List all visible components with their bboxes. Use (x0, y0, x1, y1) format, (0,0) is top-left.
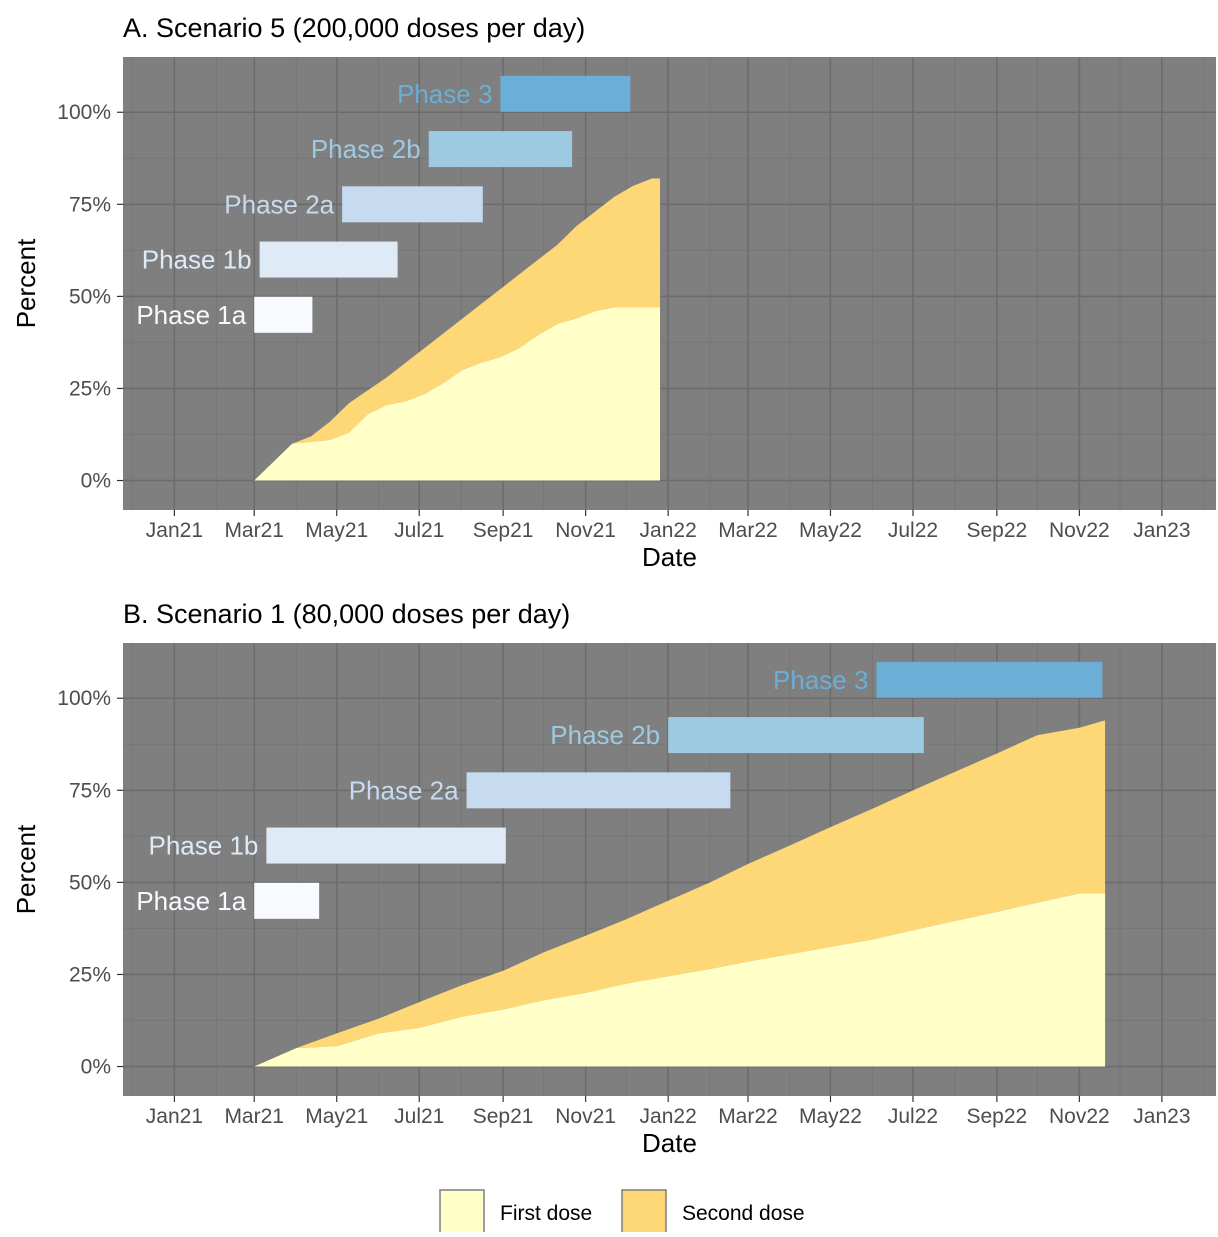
x-tick-label: Jan22 (640, 519, 697, 542)
phase-bar (254, 296, 313, 333)
x-tick-label: Nov21 (555, 1105, 616, 1128)
area-second-dose (254, 720, 1106, 1067)
panel-b: B. Scenario 1 (80,000 doses per day) Phas… (11, 599, 1216, 1158)
y-axis-ticks: 0% 25% 50% 75% 100% (57, 101, 123, 493)
x-tick-label: May22 (799, 1105, 862, 1128)
phase-bar (428, 131, 573, 168)
major-gridlines-y (123, 111, 1216, 482)
phase-bar (876, 661, 1103, 698)
x-tick-label: Mar21 (224, 1105, 284, 1128)
y-axis-title: Percent (11, 824, 41, 914)
x-tick-label: Nov21 (555, 519, 616, 542)
legend-label-first-dose: First dose (500, 1202, 592, 1225)
phase-label: Phase 1b (149, 831, 259, 861)
x-tick-label: May22 (799, 519, 862, 542)
x-tick-label: Sep21 (473, 1105, 534, 1128)
phase-label: Phase 2a (349, 775, 459, 805)
x-axis-ticks: Jan21 Mar21 May21 Jul21 Sep21 Nov21 Jan22 Mar22… (146, 1096, 1191, 1128)
phase-bar (668, 717, 924, 754)
phase-label: Phase 2a (224, 189, 334, 219)
area-first-dose (254, 893, 1106, 1067)
x-tick-label: Nov22 (1049, 1105, 1110, 1128)
phase-label: Phase 1a (136, 300, 246, 330)
phase-bar (259, 241, 398, 278)
panel-a: A. Scenario 5 (200,000 doses per day) Pha… (11, 13, 1216, 572)
minor-gridlines-y (123, 157, 1216, 435)
x-tick-label: Jul21 (394, 519, 444, 542)
x-tick-label: Jan21 (146, 1105, 203, 1128)
chart-title: B. Scenario 1 (80,000 doses per day) (123, 599, 570, 629)
x-tick-label: Mar22 (718, 1105, 778, 1128)
x-axis-title: Date (642, 1128, 697, 1158)
x-tick-label: May21 (305, 1105, 368, 1128)
phase-bar (466, 772, 731, 809)
plot-panel (123, 57, 1216, 510)
x-tick-label: Mar21 (224, 519, 284, 542)
x-tick-label: Jul21 (394, 1105, 444, 1128)
y-tick-label: 75% (69, 779, 111, 802)
y-tick-label: 75% (69, 193, 111, 216)
x-tick-label: Sep22 (966, 1105, 1027, 1128)
x-tick-label: May21 (305, 519, 368, 542)
x-axis-ticks: Jan21 Mar21 May21 Jul21 Sep21 Nov21 Jan22 Mar22… (146, 510, 1191, 542)
x-tick-label: Sep21 (473, 519, 534, 542)
y-tick-label: 50% (69, 871, 111, 894)
x-tick-label: Jul22 (888, 1105, 938, 1128)
phase-label: Phase 1b (142, 245, 252, 275)
x-tick-label: Mar22 (718, 519, 778, 542)
chart-title: A. Scenario 5 (200,000 doses per day) (123, 13, 585, 43)
phase-bars: Phase 1a Phase 1b Phase 2a Phase 2b Phase 3 (136, 661, 1103, 919)
x-tick-label: Jan23 (1133, 519, 1190, 542)
legend-label-second-dose: Second dose (682, 1202, 805, 1225)
area-first-dose (254, 307, 661, 481)
area-second-dose (254, 178, 661, 481)
phase-label: Phase 2b (311, 134, 421, 164)
legend-key-first-dose (439, 1189, 485, 1235)
x-axis-title: Date (642, 542, 697, 572)
phase-bar (266, 827, 506, 864)
y-tick-label: 25% (69, 377, 111, 400)
phase-bar (500, 75, 631, 112)
y-tick-label: 50% (69, 285, 111, 308)
y-tick-label: 0% (81, 470, 111, 493)
y-tick-label: 0% (81, 1056, 111, 1079)
y-axis-title: Percent (11, 238, 41, 328)
phase-bars: Phase 1a Phase 1b Phase 2a Phase 2b Phase 3 (136, 75, 631, 333)
legend: First dose Second dose (439, 1189, 805, 1235)
phase-bar (254, 882, 320, 919)
phase-label: Phase 3 (397, 79, 492, 109)
x-tick-label: Sep22 (966, 519, 1027, 542)
y-tick-label: 100% (57, 101, 111, 124)
x-tick-label: Jan21 (146, 519, 203, 542)
phase-label: Phase 3 (773, 665, 868, 695)
phase-label: Phase 1a (136, 886, 246, 916)
y-axis-ticks: 0% 25% 50% 75% 100% (57, 687, 123, 1079)
x-tick-label: Jan23 (1133, 1105, 1190, 1128)
x-tick-label: Nov22 (1049, 519, 1110, 542)
x-tick-label: Jul22 (888, 519, 938, 542)
phase-label: Phase 2b (550, 720, 660, 750)
legend-key-second-dose (621, 1189, 667, 1235)
y-tick-label: 25% (69, 963, 111, 986)
y-tick-label: 100% (57, 687, 111, 710)
phase-bar (342, 186, 483, 223)
x-tick-label: Jan22 (640, 1105, 697, 1128)
